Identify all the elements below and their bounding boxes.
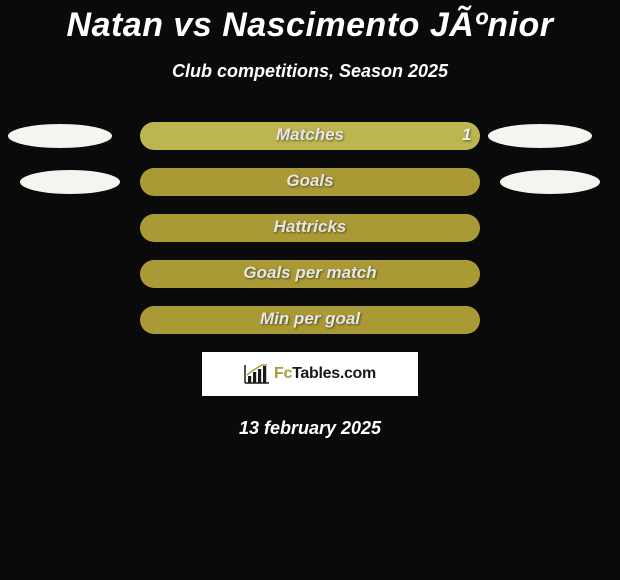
- page-title: Natan vs Nascimento JÃºnior: [0, 0, 620, 45]
- decorative-ellipse: [500, 170, 600, 194]
- date-text: 13 february 2025: [0, 418, 620, 439]
- page-subtitle: Club competitions, Season 2025: [0, 61, 620, 82]
- stat-label: Hattricks: [274, 217, 347, 237]
- decorative-ellipse: [488, 124, 592, 148]
- decorative-ellipse: [8, 124, 112, 148]
- fctables-logo: FcTables.com: [202, 352, 418, 396]
- logo-main: Tables: [292, 365, 340, 382]
- logo-prefix: Fc: [274, 365, 292, 382]
- stat-value-right: 1: [462, 125, 471, 145]
- stat-label: Matches: [276, 125, 344, 145]
- bar-chart-icon: [244, 364, 270, 384]
- decorative-ellipse: [20, 170, 120, 194]
- logo-suffix: .com: [340, 365, 376, 382]
- stat-label: Min per goal: [260, 309, 360, 329]
- stat-row: Hattricks: [0, 214, 620, 260]
- stat-row: Min per goal: [0, 306, 620, 352]
- stat-label: Goals: [286, 171, 333, 191]
- stat-row: Goals per match: [0, 260, 620, 306]
- logo-text: FcTables.com: [274, 365, 376, 383]
- stat-rows: Matches 1 Goals Hattricks Goals per match Min…: [0, 122, 620, 352]
- stat-label: Goals per match: [243, 263, 376, 283]
